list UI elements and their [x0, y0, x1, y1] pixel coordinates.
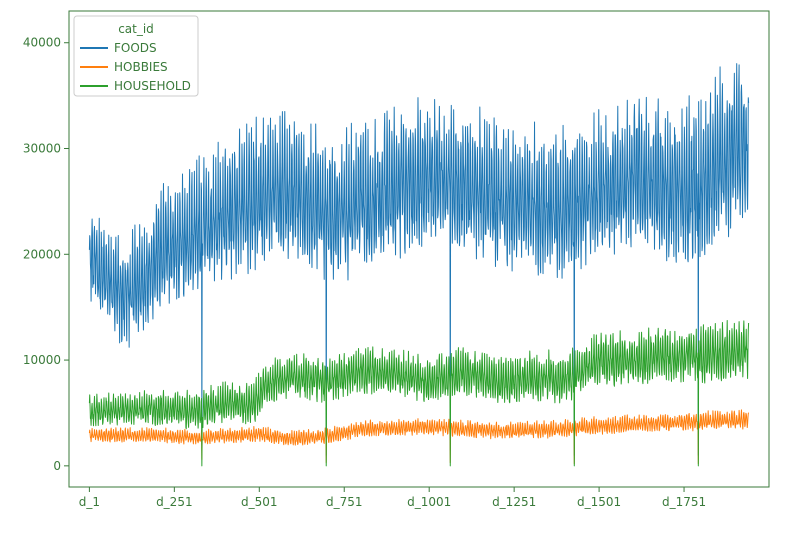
y-tick-label: 40000 [23, 36, 61, 50]
series-line-hobbies [88, 409, 750, 465]
y-tick-label: 30000 [23, 142, 61, 156]
legend: cat_id FOODS HOBBIES HOUSEHOLD [73, 15, 199, 97]
x-tick-label: d_501 [241, 495, 278, 509]
x-tick-label: d_1001 [407, 495, 451, 509]
legend-box [73, 15, 199, 97]
x-tick-label: d_1 [79, 495, 100, 509]
series-layer [88, 63, 750, 467]
axis-layer: 0 10000 20000 30000 40000 d_1 d_251 d_501 d_751 d… [23, 36, 706, 509]
x-tick-label: d_1501 [577, 495, 621, 509]
x-tick-label: d_1251 [492, 495, 536, 509]
y-tick-label: 0 [53, 459, 61, 473]
series-line-foods [88, 63, 750, 456]
legend-label-hobbies: HOBBIES [114, 60, 168, 74]
series-line-household [88, 320, 750, 467]
x-tick-label: d_1751 [662, 495, 706, 509]
legend-label-foods: FOODS [114, 41, 157, 55]
y-tick-label: 20000 [23, 247, 61, 261]
y-tick-label: 10000 [23, 353, 61, 367]
legend-label-household: HOUSEHOLD [114, 79, 191, 93]
x-tick-label: d_251 [156, 495, 193, 509]
legend-title: cat_id [118, 22, 154, 36]
plot-frame [68, 10, 770, 488]
x-tick-label: d_751 [326, 495, 363, 509]
